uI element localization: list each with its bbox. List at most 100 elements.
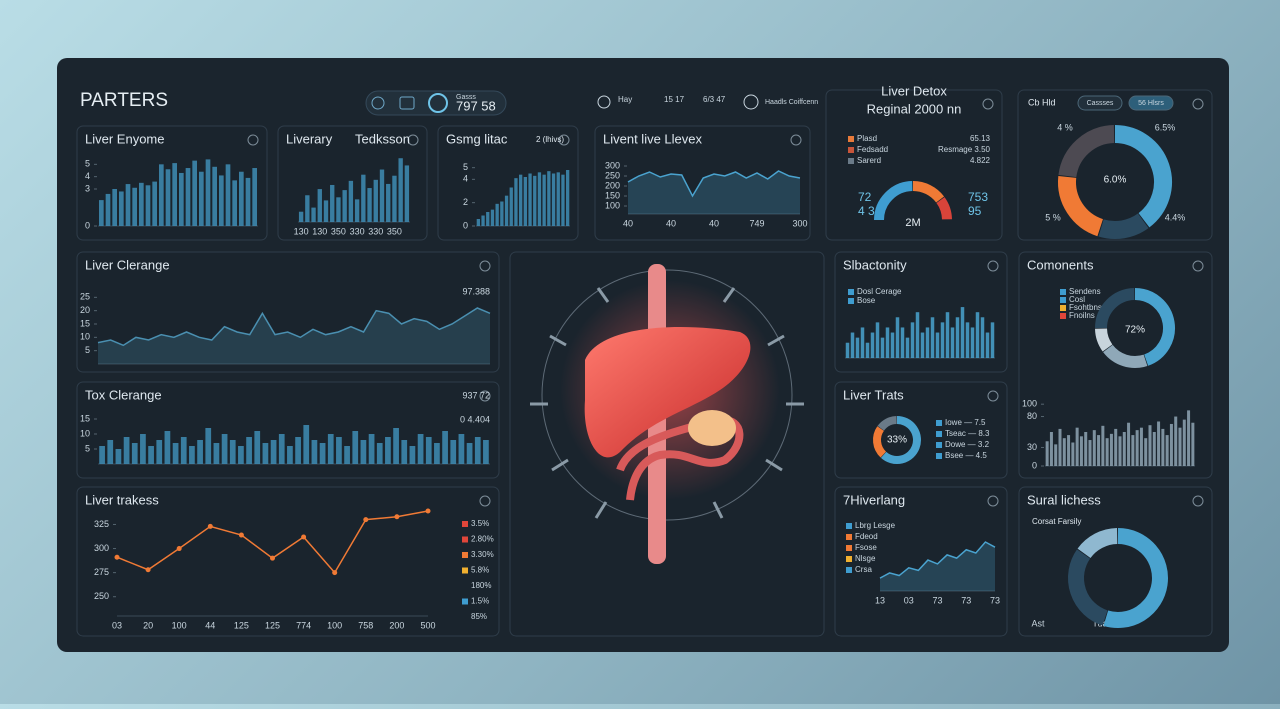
ring-tick <box>765 458 783 472</box>
x-tick-label: 40 <box>623 218 633 228</box>
donut-segment <box>1095 328 1113 352</box>
panel <box>594 125 811 241</box>
bar <box>245 177 251 226</box>
point <box>176 546 182 552</box>
bar <box>287 446 293 464</box>
bar <box>1174 416 1178 466</box>
point <box>332 570 338 576</box>
panel-action[interactable] <box>479 260 491 272</box>
x-tick-label: 100 <box>172 620 187 630</box>
x-tick-label: 300 <box>792 218 807 228</box>
settings-icon[interactable] <box>743 94 759 110</box>
panel-action[interactable] <box>407 134 419 146</box>
bar <box>965 322 970 358</box>
bar <box>450 440 457 464</box>
legend-swatch <box>848 158 854 164</box>
legend-swatch <box>1060 289 1066 295</box>
bar <box>1067 435 1071 466</box>
panel-action[interactable] <box>987 495 999 507</box>
bar <box>305 195 310 222</box>
legend-swatch <box>846 545 852 551</box>
legend-label: 2.80% <box>471 535 494 544</box>
x-tick-label: 200 <box>389 620 404 630</box>
legend-label: Fsose <box>855 543 877 552</box>
bar <box>915 312 920 358</box>
bar <box>140 434 146 464</box>
bar <box>246 437 252 464</box>
bar <box>980 317 985 358</box>
bar <box>107 440 114 464</box>
bar <box>542 174 546 226</box>
bar <box>850 332 855 358</box>
x-tick-label: 758 <box>358 620 373 630</box>
legend-swatch <box>936 453 942 459</box>
toolbar: Gasss 797 58 Hay 15 17 6/3 47 Haadls Coi… <box>365 90 818 116</box>
filter-button-label[interactable]: 56 Hlsrs <box>1138 100 1164 107</box>
bar <box>319 443 326 464</box>
panel-action[interactable] <box>1192 495 1204 507</box>
y-tick-label: 2 <box>463 197 468 207</box>
donut-segment <box>1058 125 1115 178</box>
icon-button[interactable] <box>399 96 415 110</box>
bar <box>890 332 895 358</box>
bar <box>474 437 481 464</box>
panel-action[interactable] <box>982 98 994 110</box>
point <box>270 555 275 561</box>
bar <box>317 189 322 222</box>
x-tick-label: 03 <box>904 595 914 605</box>
bar <box>225 164 231 226</box>
bar <box>131 443 138 464</box>
legend-value: 4.822 <box>970 156 991 165</box>
bar <box>955 317 960 358</box>
donut-segment <box>1103 344 1148 368</box>
bar <box>537 172 542 226</box>
bar <box>855 337 860 358</box>
y-tick-label: 0 <box>85 220 90 230</box>
bar <box>442 431 448 464</box>
bar <box>197 440 203 464</box>
y-tick-label: 5 <box>85 443 90 453</box>
ring <box>541 269 793 521</box>
bar <box>323 200 329 222</box>
search-icon[interactable] <box>597 95 611 109</box>
panel-action[interactable] <box>247 134 259 146</box>
panel-title: Cb Hld <box>1028 97 1056 107</box>
panel-action[interactable] <box>479 495 491 507</box>
panel <box>825 89 1003 241</box>
filter-button[interactable] <box>1128 95 1174 111</box>
bar <box>985 332 990 358</box>
icon-button[interactable] <box>428 93 448 113</box>
bar <box>425 437 432 464</box>
bar <box>368 434 375 464</box>
bar <box>504 195 509 226</box>
bar <box>392 175 397 222</box>
icon-button[interactable] <box>371 96 385 110</box>
bar <box>139 182 144 226</box>
panel-action[interactable] <box>479 390 491 402</box>
bar <box>232 180 237 226</box>
panel-action[interactable] <box>987 390 999 402</box>
panel-action[interactable] <box>987 260 999 272</box>
panel-action[interactable] <box>1192 98 1204 110</box>
x-tick-label: 73 <box>961 595 971 605</box>
panel-action[interactable] <box>1192 260 1204 272</box>
bar <box>172 163 177 226</box>
panel-action[interactable] <box>558 134 570 146</box>
bar <box>311 207 316 222</box>
legend-label: Fnoilns <box>1069 311 1095 320</box>
point <box>238 532 244 538</box>
bar <box>1148 425 1152 466</box>
bar <box>1122 432 1126 466</box>
filter-button[interactable] <box>1077 95 1123 111</box>
bar <box>865 342 870 358</box>
bar <box>466 443 473 464</box>
panel <box>834 486 1008 637</box>
bar <box>199 171 204 226</box>
filter-button-label[interactable]: Cassses <box>1087 100 1114 107</box>
point <box>301 534 307 540</box>
panel-action[interactable] <box>790 134 802 146</box>
annotation: 6.5% <box>1155 122 1176 132</box>
x-tick-label: 73 <box>990 595 1000 605</box>
legend-swatch <box>462 552 468 558</box>
legend-swatch <box>846 523 852 529</box>
